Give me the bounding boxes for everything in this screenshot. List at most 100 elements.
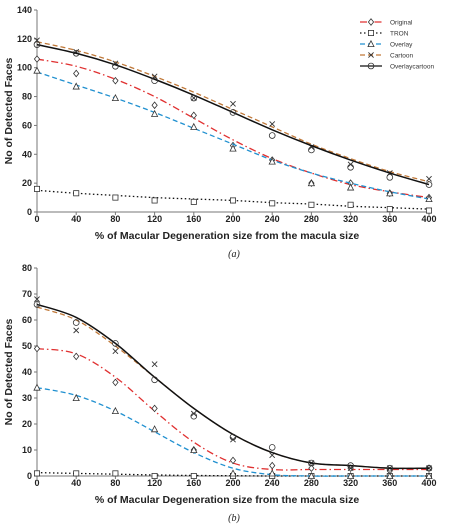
data-point-square <box>73 470 80 477</box>
x-tick-label: 240 <box>265 214 280 224</box>
data-point-diamond <box>151 404 158 413</box>
series-line <box>36 58 430 199</box>
series-overlaycartoon <box>33 41 433 188</box>
data-point-x-stroke <box>73 327 80 334</box>
data-point-diamond <box>190 111 197 120</box>
data-point-square <box>347 201 354 208</box>
data-point-triangle <box>111 93 120 102</box>
data-point-square <box>425 207 432 214</box>
data-point-square <box>190 472 197 479</box>
data-point-circle <box>386 174 394 181</box>
series-tron <box>34 185 432 214</box>
data-point-triangle <box>425 471 433 480</box>
data-point-circle <box>112 62 119 70</box>
x-tick-label: 400 <box>421 478 436 488</box>
x-tick-label: 80 <box>110 478 120 488</box>
data-point-square <box>151 472 158 479</box>
series-original <box>33 55 433 202</box>
data-point-triangle <box>229 144 237 152</box>
data-point-square <box>367 29 374 36</box>
data-point-square <box>386 206 393 213</box>
data-point-x-stroke <box>230 100 236 107</box>
data-point-triangle <box>72 393 80 402</box>
data-point-x-stroke <box>426 175 432 182</box>
data-point-circle <box>425 464 433 472</box>
x-tick-label: 360 <box>382 214 397 224</box>
x-tick-label: 400 <box>421 214 436 224</box>
x-tick-label: 0 <box>34 478 39 488</box>
data-point-x <box>230 100 236 107</box>
legend: Original TRON Overlay Cartoon Overlaycartoon <box>360 18 434 71</box>
data-point-diamond <box>229 456 237 465</box>
data-point-x-stroke <box>269 121 276 127</box>
data-point-triangle <box>33 66 41 74</box>
x-tick-label: 160 <box>186 214 201 224</box>
data-point-x-stroke <box>112 348 119 355</box>
data-point-circle <box>268 132 276 139</box>
y-tick-label: 0 <box>27 207 32 217</box>
chart-a: 0 20 40 60 80 100 120 140 0 40 80 120 160 200 240 280 32… <box>3 5 437 260</box>
data-point-diamond <box>367 18 375 26</box>
y-tick-label: 120 <box>17 34 32 44</box>
x-tick-label: 40 <box>71 478 81 488</box>
y-tick-label: 100 <box>17 63 32 73</box>
x-tick-label: 280 <box>304 478 319 488</box>
data-point-x <box>151 361 158 368</box>
chart-caption: (b) <box>228 513 240 524</box>
data-point-diamond <box>33 344 41 353</box>
data-point-square <box>308 201 315 208</box>
data-point-square <box>229 197 236 204</box>
legend-label: Original <box>390 20 413 27</box>
data-point-triangle <box>229 469 237 477</box>
data-point-circle <box>190 94 198 102</box>
data-point-circle <box>308 459 315 467</box>
data-point-triangle <box>386 471 394 480</box>
y-tick-label: 30 <box>22 393 32 403</box>
data-point-circle <box>425 181 433 188</box>
legend-label: Cartoon <box>390 53 414 60</box>
data-point-x <box>269 121 276 127</box>
data-point-circle <box>112 340 119 347</box>
data-point-diamond <box>151 101 158 110</box>
series-original <box>33 344 433 475</box>
data-point-square <box>269 200 276 207</box>
series-overlay <box>33 383 433 480</box>
data-point-circle <box>229 109 237 116</box>
data-point-square <box>151 197 158 204</box>
data-point-square <box>112 470 119 477</box>
x-tick-label: 360 <box>382 478 397 488</box>
data-point-triangle <box>268 157 276 165</box>
data-point-circle <box>72 319 80 326</box>
y-axis-label: No of Detected Faces <box>3 318 15 425</box>
data-point-x <box>34 296 40 303</box>
chart-b: 0 10 20 30 40 50 60 70 80 0 40 80 120 160 200 240 280 320… <box>3 263 437 524</box>
x-tick-label: 320 <box>343 478 358 488</box>
x-tick-label: 200 <box>225 478 240 488</box>
data-point-triangle <box>150 109 159 117</box>
data-point-diamond <box>112 378 119 387</box>
series-cartoon <box>34 296 432 472</box>
data-point-circle <box>72 49 80 57</box>
y-tick-label: 70 <box>22 289 32 299</box>
series-line <box>36 41 430 183</box>
data-point-square <box>34 185 41 192</box>
data-point-square <box>34 470 41 477</box>
data-point-triangle <box>386 189 394 197</box>
data-point-x <box>368 52 374 58</box>
series-line <box>36 306 430 470</box>
data-point-triangle <box>346 471 355 480</box>
data-point-triangle <box>111 406 120 415</box>
data-point-diamond <box>308 464 315 473</box>
y-tick-label: 40 <box>22 367 32 377</box>
data-point-square <box>112 194 119 201</box>
data-point-x-stroke <box>34 296 40 303</box>
data-point-triangle <box>268 469 276 477</box>
data-point-circle <box>229 433 237 441</box>
data-point-diamond <box>269 461 276 470</box>
data-point-circle <box>367 62 375 70</box>
chart-caption: (a) <box>228 249 240 260</box>
data-point-diamond <box>112 76 119 85</box>
y-tick-label: 10 <box>22 445 32 455</box>
x-axis-label: % of Macular Degeneration size from the … <box>95 230 359 242</box>
